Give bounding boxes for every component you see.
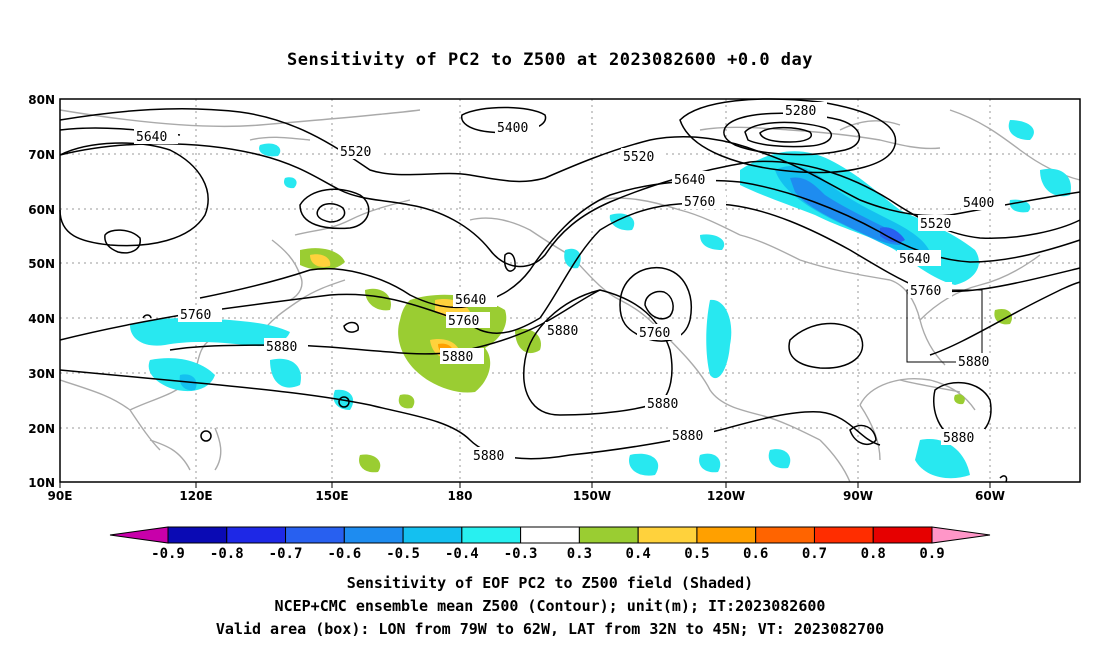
contour-5760-west <box>59 293 541 341</box>
contour-5880-ne <box>929 281 1081 356</box>
contour-label: 5880 <box>672 429 703 444</box>
colorbar-label: -0.5 <box>386 546 420 562</box>
colorbar-label: -0.8 <box>210 546 244 562</box>
contour-label: 5640 <box>899 252 930 267</box>
colorbar-label: 0.3 <box>567 546 592 562</box>
contour-label: 5760 <box>448 314 479 329</box>
colorbar-label: 0.4 <box>626 546 651 562</box>
contour-label: 5400 <box>963 196 994 211</box>
lon-label: 150E <box>315 489 348 503</box>
lon-label: 180 <box>447 489 472 503</box>
colorbar-label: -0.4 <box>445 546 479 562</box>
lat-label: 40N <box>28 312 55 326</box>
colorbar-label: 0.6 <box>743 546 768 562</box>
lat-label: 70N <box>28 148 55 162</box>
colorbar-swatch <box>167 526 228 544</box>
contour-labels: 5640 5520 5400 5280 5520 5640 5760 5400 … <box>134 102 1005 464</box>
colorbar-swatch <box>402 526 463 544</box>
contour-label: 5760 <box>180 308 211 323</box>
caption-line2: NCEP+CMC ensemble mean Z500 (Contour); u… <box>274 597 826 615</box>
contour-5520-main <box>59 143 1081 268</box>
contour-5880-west <box>169 289 601 355</box>
lon-label: 150W <box>573 489 611 503</box>
lon-label: 90W <box>843 489 873 503</box>
contour-label: 5880 <box>943 431 974 446</box>
lat-label: 50N <box>28 257 55 271</box>
contour-5400-top <box>59 108 1081 217</box>
contour-label: 5880 <box>958 355 989 370</box>
lat-label: 20N <box>28 422 55 436</box>
colorbar-swatch <box>696 526 757 544</box>
contour-label: 5520 <box>920 217 951 232</box>
map-title: Sensitivity of PC2 to Z500 at 2023082600… <box>286 50 813 70</box>
colorbar-swatch <box>461 526 522 544</box>
colorbar-swatch <box>637 526 698 544</box>
colorbar-label: 0.8 <box>861 546 886 562</box>
contour-label: 5880 <box>266 340 297 355</box>
latitude-labels: 80N 70N 60N 50N 40N 30N 20N 10N <box>28 93 55 490</box>
contour-label: 5400 <box>497 121 528 136</box>
contour-5760-low <box>619 266 692 342</box>
contour-label: 5880 <box>473 449 504 464</box>
contour-label: 5880 <box>547 324 578 339</box>
colorbar-label: -0.9 <box>151 546 185 562</box>
contour-label: 5760 <box>684 195 715 210</box>
lat-label: 10N <box>28 476 55 490</box>
contour-label: 5640 <box>455 293 486 308</box>
longitude-labels: 90E 120E 150E 180 150W 120W 90W 60W <box>48 489 1005 503</box>
plot-frame <box>59 98 1081 483</box>
colorbar-label: -0.3 <box>504 546 538 562</box>
contour-label: 5640 <box>136 130 167 145</box>
colorbar: -0.9 -0.8 -0.7 -0.6 -0.5 -0.4 -0.3 0.3 0.4 0.5 0.6… <box>109 526 991 562</box>
colorbar-swatch <box>520 526 580 544</box>
colorbar-label: -0.6 <box>327 546 361 562</box>
contour-label: 5760 <box>639 326 670 341</box>
sensitivity-shading <box>130 120 1071 479</box>
contour-label: 5520 <box>340 145 371 160</box>
colorbar-label: 0.9 <box>919 546 944 562</box>
colorbar-swatch <box>813 526 874 544</box>
colorbar-high-arrow <box>931 526 991 544</box>
lat-label: 80N <box>28 93 55 107</box>
lon-label: 120E <box>179 489 212 503</box>
lat-label: 60N <box>28 203 55 217</box>
contour-label: 5520 <box>623 150 654 165</box>
colorbar-low-arrow <box>109 526 169 544</box>
contour-label: 5760 <box>910 284 941 299</box>
contour-label: 5880 <box>442 350 473 365</box>
grid-lines <box>60 99 1080 482</box>
colorbar-swatch <box>872 526 933 544</box>
colorbar-swatch <box>578 526 639 544</box>
lon-label: 120W <box>707 489 745 503</box>
contour-label: 5640 <box>674 173 705 188</box>
contour-label: 5880 <box>647 397 678 412</box>
contour-5880-gulf <box>788 322 864 369</box>
colorbar-swatch <box>755 526 815 544</box>
lon-label: 60W <box>975 489 1005 503</box>
colorbar-label: 0.7 <box>802 546 827 562</box>
tick-marks <box>59 482 991 488</box>
colorbar-swatch <box>285 526 345 544</box>
caption-line3: Valid area (box): LON from 79W to 62W, L… <box>215 620 885 638</box>
colorbar-label: -0.7 <box>269 546 303 562</box>
lon-label: 90E <box>48 489 73 503</box>
colorbar-swatch <box>226 526 287 544</box>
caption-line1: Sensitivity of EOF PC2 to Z500 field (Sh… <box>346 574 754 592</box>
lat-label: 30N <box>28 367 55 381</box>
contour-label: 5280 <box>785 104 816 119</box>
colorbar-swatch <box>343 526 404 544</box>
colorbar-label: 0.5 <box>684 546 709 562</box>
